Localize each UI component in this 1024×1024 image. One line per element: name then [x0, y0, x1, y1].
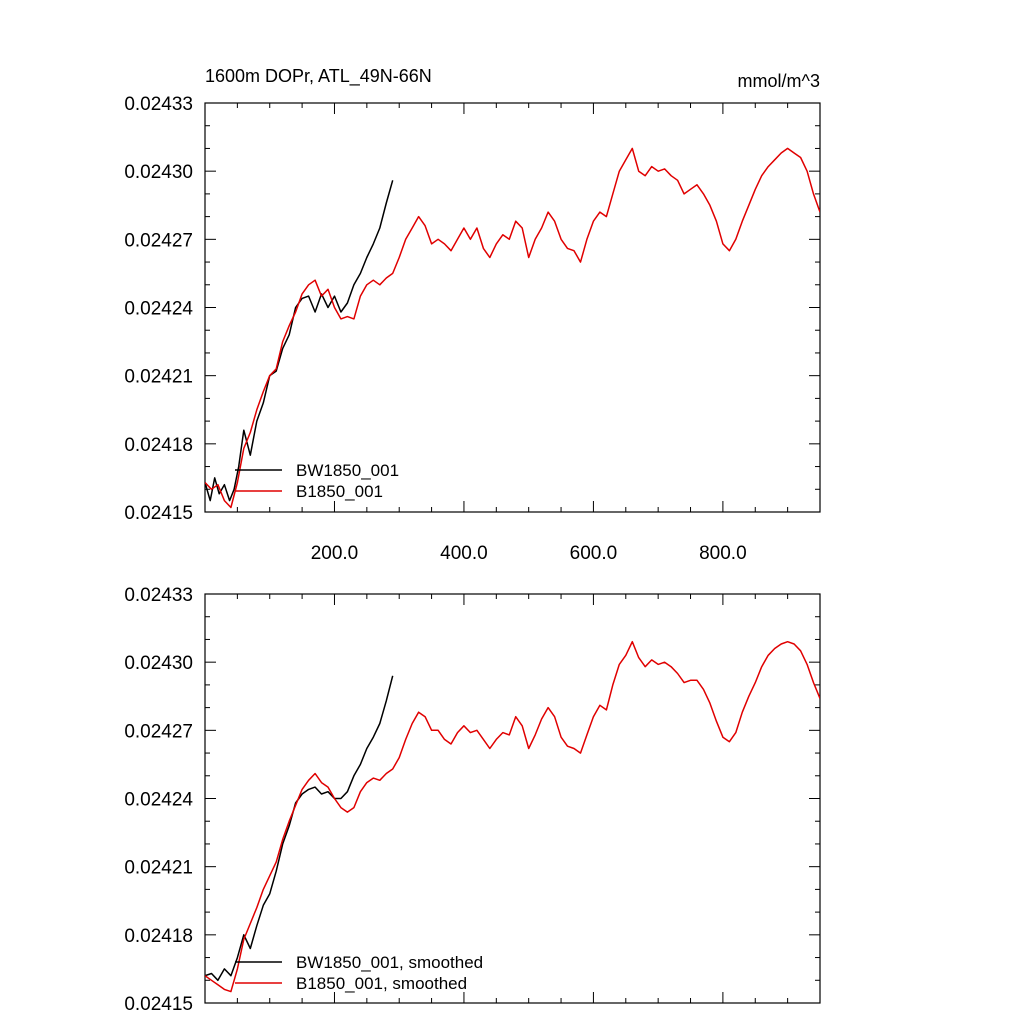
chart-title: 1600m DOPr, ATL_49N-66N: [205, 66, 432, 87]
y-tick-label: 0.02424: [124, 299, 193, 320]
y-tick-label: 0.02430: [124, 162, 193, 183]
series-line-1: [205, 640, 820, 993]
y-tick-label: 0.02433: [124, 585, 193, 606]
series-line-0: [205, 675, 394, 982]
top-chart: 0.02415 0.02418 0.02421 0.02424 0.02427 0.024…: [124, 66, 821, 564]
y-tick-label: 0.02430: [124, 653, 193, 674]
x-tick-label: 400.0: [440, 543, 488, 564]
x-tick-label: 800.0: [699, 543, 747, 564]
y-tick-label: 0.02421: [124, 858, 193, 879]
y-tick-label: 0.02415: [124, 994, 193, 1015]
legend-label-0: BW1850_001, smoothed: [296, 953, 483, 972]
legend-label-0: BW1850_001: [296, 461, 399, 480]
y-tick-label: 0.02421: [124, 367, 193, 388]
y-tick-label: 0.02418: [124, 435, 193, 456]
legend-label-1: B1850_001: [296, 482, 383, 501]
y-tick-label: 0.02427: [124, 230, 193, 251]
legend-label-1: B1850_001, smoothed: [296, 974, 467, 993]
series-line-0: [205, 180, 394, 502]
y-tick-label: 0.02427: [124, 721, 193, 742]
x-tick-label: 600.0: [570, 543, 618, 564]
y-tick-label: 0.02424: [124, 790, 193, 811]
y-tick-label: 0.02415: [124, 503, 193, 524]
y-tick-label: 0.02418: [124, 926, 193, 947]
bottom-chart: 0.02415 0.02418 0.02421 0.02424 0.02427 0.024…: [124, 585, 821, 1015]
y-tick-label: 0.02433: [124, 94, 193, 115]
x-tick-label: 200.0: [311, 543, 359, 564]
units-label: mmol/m^3: [738, 71, 820, 91]
plot-frame: [204, 593, 821, 1004]
series-line-1: [205, 147, 820, 509]
